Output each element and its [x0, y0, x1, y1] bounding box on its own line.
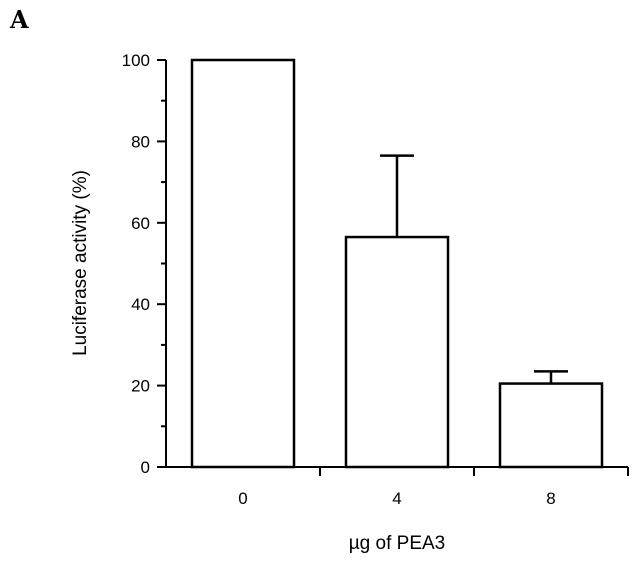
y-axis: 0 20 40 60 80 100: [122, 51, 167, 477]
x-axis: 0 4 8: [166, 466, 629, 508]
y-tick-label: 0: [141, 458, 150, 477]
bar-8: [498, 382, 604, 469]
y-tick-label: 40: [131, 295, 150, 314]
y-tick-label: 20: [131, 377, 150, 396]
x-tick-label: 8: [546, 489, 555, 508]
y-axis-title: Luciferase activity (%): [70, 170, 91, 356]
y-tick-label: 80: [131, 132, 150, 151]
y-tick-label: 100: [122, 51, 150, 70]
y-ticks: 0 20 40 60 80 100: [122, 51, 166, 477]
x-tick-label: 0: [238, 489, 247, 508]
y-tick-label: 60: [131, 214, 150, 233]
x-tick-label: 4: [392, 489, 401, 508]
bars: [190, 58, 604, 469]
bar-4: [344, 235, 450, 469]
x-axis-title: µg of PEA3: [349, 533, 446, 554]
panel-label: A: [9, 5, 29, 34]
x-ticks: 0 4 8: [238, 467, 629, 508]
bar-0: [190, 58, 296, 469]
